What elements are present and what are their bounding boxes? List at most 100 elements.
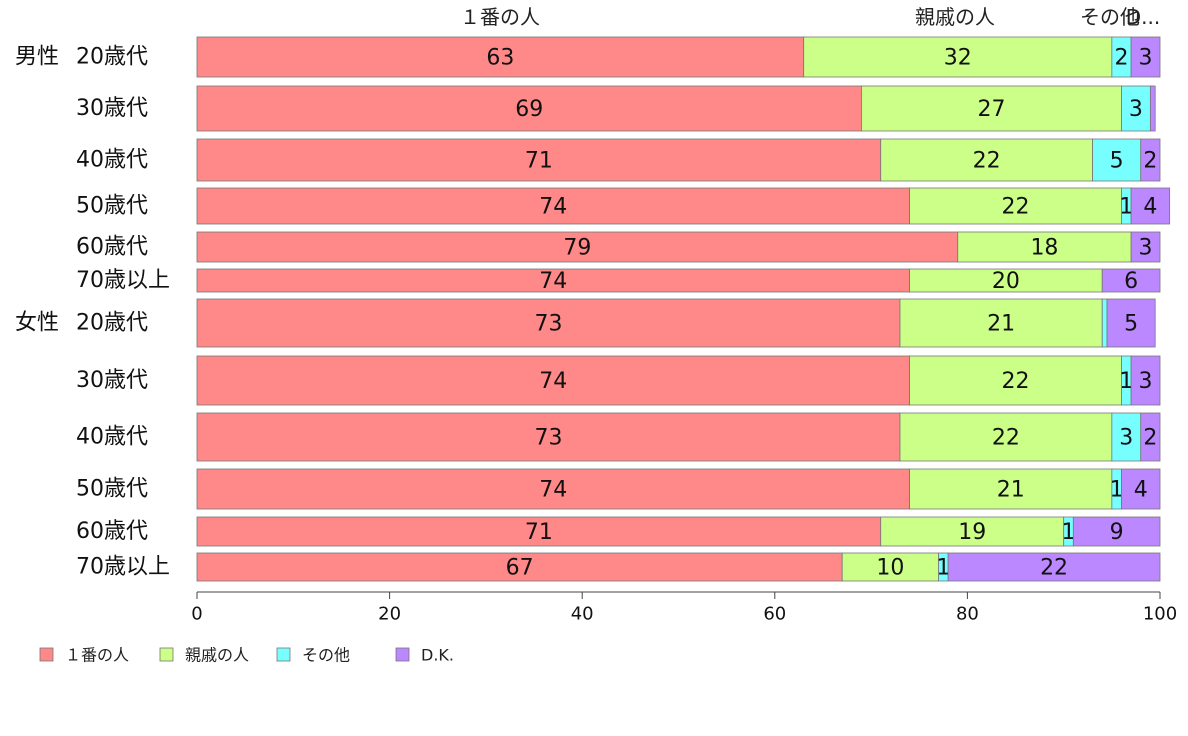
data-label: 5 <box>1110 149 1124 174</box>
bar-segment <box>196 552 843 582</box>
bars: 63 32 2 369 27 371 22 5 274 22 1 479 18 374 20 673 21 574… <box>196 36 1171 582</box>
data-label: 1 <box>1119 369 1133 394</box>
data-label: 1 <box>1062 520 1076 545</box>
bar-row: 73 22 3 2 <box>196 412 1161 462</box>
bar-segment <box>1140 412 1161 462</box>
data-label: 22 <box>973 149 1001 174</box>
legend-swatch <box>159 647 174 662</box>
bar-segment <box>841 552 939 582</box>
column-header: １番の人 <box>460 5 540 29</box>
bar-segment <box>196 355 911 406</box>
data-label: 21 <box>987 312 1015 337</box>
bar-segment <box>909 468 1113 510</box>
legend-label: 親戚の人 <box>185 646 249 665</box>
legend-swatch <box>39 647 54 662</box>
legend-item: 親戚の人 <box>159 646 249 665</box>
bar-segment <box>196 138 882 182</box>
legend-label: １番の人 <box>65 646 129 665</box>
data-label: 67 <box>506 556 534 581</box>
bar-segment <box>1101 298 1108 348</box>
data-label: 71 <box>525 520 553 545</box>
data-label: 1 <box>1119 195 1133 220</box>
category-label: 40歳代 <box>76 148 148 173</box>
legend-item: １番の人 <box>39 646 129 665</box>
category-label: 30歳代 <box>76 96 148 121</box>
bar-segment <box>909 355 1122 406</box>
bar-row: 69 27 3 <box>196 85 1156 132</box>
bar-segment <box>196 187 911 225</box>
legend-label: D.K. <box>421 646 454 665</box>
column-header: D... <box>1126 5 1160 29</box>
data-label: 20 <box>992 269 1020 294</box>
x-tick-label: 20 <box>378 604 401 625</box>
bar-segment <box>1111 412 1142 462</box>
legend-swatch <box>395 647 410 662</box>
bar-segment <box>196 36 805 78</box>
bar-segment <box>196 231 959 263</box>
bar-segment <box>1130 231 1161 263</box>
bar-segment <box>957 231 1132 263</box>
bar-segment <box>899 298 1103 348</box>
bar-segment <box>861 85 1122 132</box>
data-label: 6 <box>1124 269 1138 294</box>
data-label: 2 <box>1143 149 1157 174</box>
data-label: 32 <box>944 46 972 71</box>
data-label: 74 <box>539 269 567 294</box>
data-label: 4 <box>1134 478 1148 503</box>
x-tick-label: 40 <box>571 604 594 625</box>
data-label: 74 <box>539 195 567 220</box>
bar-segment <box>1130 187 1171 225</box>
data-label: 79 <box>563 236 591 261</box>
data-label: 22 <box>1002 195 1030 220</box>
x-tick-label: 100 <box>1143 604 1177 625</box>
category-label: 20歳代 <box>76 311 148 336</box>
bar-segment <box>1101 268 1161 293</box>
data-label: 1 <box>1110 478 1124 503</box>
data-label: 71 <box>525 149 553 174</box>
legend-item: D.K. <box>395 646 454 665</box>
legend-item: その他 <box>276 646 350 665</box>
data-label: 22 <box>1002 369 1030 394</box>
bar-segment <box>909 187 1122 225</box>
legend-label: その他 <box>302 646 350 665</box>
data-label: 5 <box>1124 312 1138 337</box>
bar-row: 79 18 3 <box>196 231 1161 263</box>
category-label: 50歳代 <box>76 194 148 219</box>
bar-segment <box>1072 516 1161 547</box>
legend-swatch <box>276 647 291 662</box>
data-label: 19 <box>958 520 986 545</box>
column-headers: １番の人 親戚の人 その他D... <box>460 5 1160 29</box>
row-labels: 20歳代 30歳代 40歳代 50歳代 60歳代 70歳以上 20歳代 30歳代 40歳代 50歳… <box>15 45 170 580</box>
bar-segment <box>1130 355 1161 406</box>
data-label: 3 <box>1139 236 1153 261</box>
data-label: 3 <box>1129 97 1143 122</box>
x-tick-label: 80 <box>956 604 979 625</box>
bar-segment <box>803 36 1113 78</box>
bar-segment <box>947 552 1161 582</box>
category-label: 20歳代 <box>76 45 148 70</box>
bar-segment <box>880 516 1065 547</box>
bar-row: 71 19 1 9 <box>196 516 1161 547</box>
category-label: 60歳代 <box>76 519 148 544</box>
bar-segment <box>1149 85 1156 132</box>
bar-row: 74 22 1 4 <box>196 187 1171 225</box>
bar-segment <box>196 298 901 348</box>
data-label: 21 <box>997 478 1025 503</box>
category-label: 50歳代 <box>76 477 148 502</box>
data-label: 22 <box>992 426 1020 451</box>
bar-segment <box>1121 468 1161 510</box>
x-axis: 0 20 40 60 80 100 <box>191 591 1177 625</box>
column-header: 親戚の人 <box>915 5 995 29</box>
bar-segment <box>196 468 911 510</box>
data-label: 18 <box>1030 236 1058 261</box>
category-label: 70歳以上 <box>76 555 170 580</box>
bar-row: 67 10 1 22 <box>196 552 1161 582</box>
bar-row: 73 21 5 <box>196 298 1156 348</box>
data-label: 9 <box>1110 520 1124 545</box>
bar-row: 74 22 1 3 <box>196 355 1161 406</box>
bar-row: 63 32 2 3 <box>196 36 1161 78</box>
category-label: 40歳代 <box>76 425 148 450</box>
data-label: 3 <box>1139 369 1153 394</box>
bar-segment <box>1121 85 1151 132</box>
